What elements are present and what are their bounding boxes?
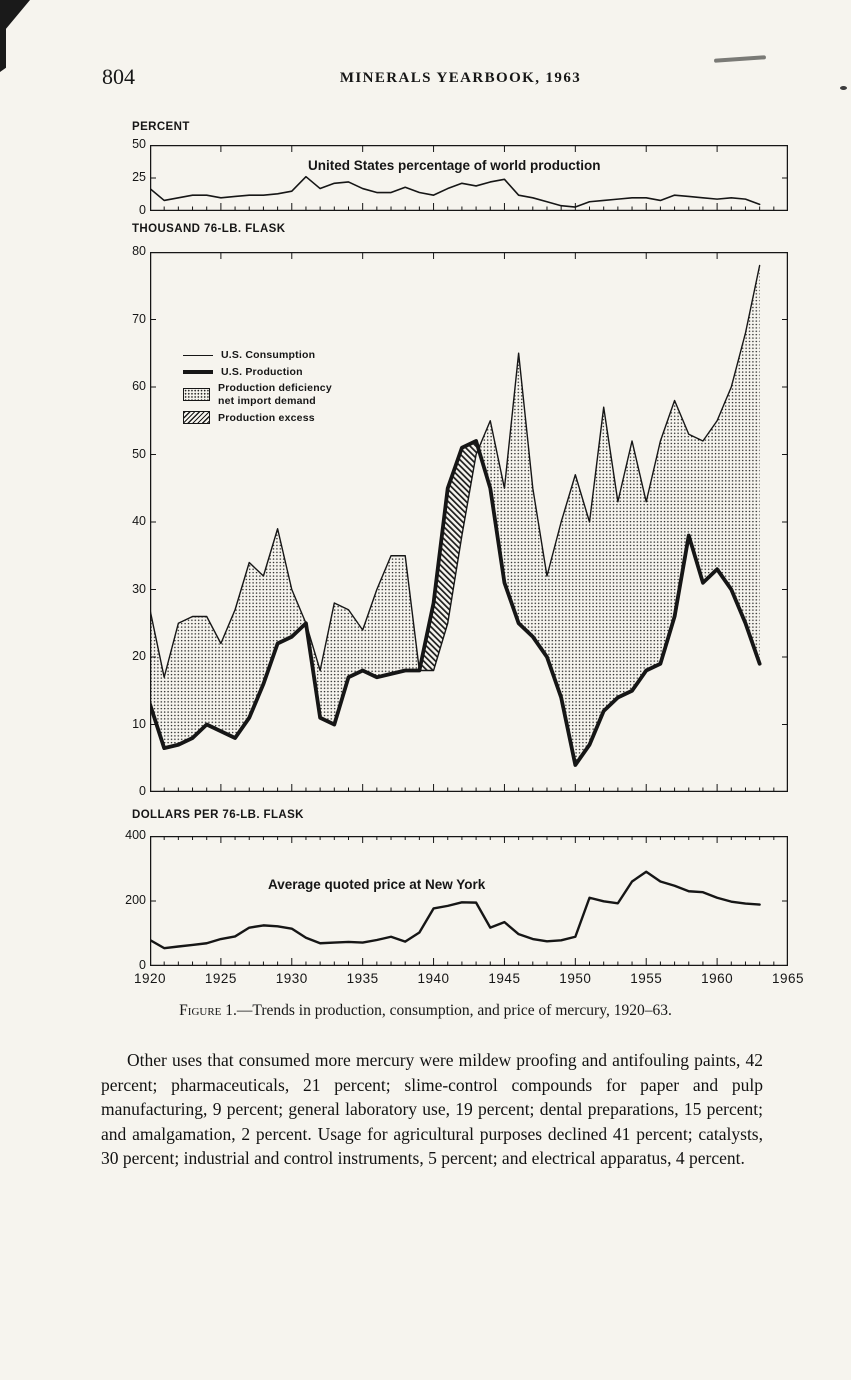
y-axis-label: 20 — [132, 649, 146, 663]
us-world-share-line — [150, 175, 761, 208]
legend-item-excess: Production excess — [183, 411, 383, 425]
x-axis-label: 1965 — [771, 971, 805, 986]
y-axis-caption-dollars: DOLLARS PER 76-LB. FLASK — [132, 809, 304, 821]
legend-label-excess: Production excess — [218, 411, 315, 424]
x-axis-label: 1960 — [701, 971, 734, 986]
figure-caption: Figure 1.—Trends in production, consumpt… — [0, 1002, 851, 1020]
y-axis-label: 50 — [132, 137, 146, 151]
legend-item-production: U.S. Production — [183, 366, 383, 379]
y-axis-label: 200 — [125, 893, 146, 907]
y-axis-caption-percent: PERCENT — [132, 121, 190, 133]
y-axis-labels: 0 25 50 0 10 20 30 40 50 60 70 80 0 200 400 — [92, 0, 146, 1380]
scan-artifact — [0, 21, 6, 72]
x-axis-label: 1925 — [204, 971, 237, 986]
scan-artifact — [840, 86, 847, 90]
price-chart-title: Average quoted price at New York — [268, 877, 486, 892]
x-axis-label: 1945 — [488, 971, 521, 986]
x-axis-label: 1940 — [417, 971, 450, 986]
legend-label-deficiency: Production deficiency net import demand — [218, 382, 332, 407]
production-line — [150, 439, 762, 767]
y-axis-caption-flasks: THOUSAND 76-LB. FLASK — [132, 223, 286, 235]
y-axis-label: 30 — [132, 581, 146, 596]
y-axis-label: 10 — [132, 716, 146, 731]
deficiency-area — [478, 265, 760, 765]
y-axis-label: 0 — [139, 784, 146, 798]
figure-caption-text: —Trends in production, consumption, and … — [236, 1002, 672, 1019]
page-number: 804 — [102, 64, 135, 89]
legend-label-consumption: U.S. Consumption — [221, 349, 316, 361]
hatched-area-swatch — [183, 411, 210, 425]
y-axis-label: 25 — [132, 170, 146, 184]
scan-artifact — [713, 55, 767, 63]
header-title: MINERALS YEARBOOK, 1963 — [339, 70, 582, 86]
y-axis-label: 80 — [132, 244, 146, 258]
production-consumption-chart — [150, 252, 788, 792]
excess-area — [419, 441, 479, 671]
x-axis-label: 1930 — [275, 971, 308, 986]
thick-line-swatch — [183, 369, 213, 374]
thin-line-swatch — [183, 354, 213, 356]
y-axis-label: 50 — [132, 446, 146, 461]
consumption-line — [150, 264, 761, 678]
legend: U.S. Consumption U.S. Production Product… — [183, 349, 383, 428]
dotted-area-swatch — [183, 388, 210, 402]
y-axis-label: 70 — [132, 311, 146, 326]
legend-label-deficiency-line2: net import demand — [218, 394, 316, 407]
y-axis-label: 0 — [139, 203, 146, 217]
y-axis-label: 40 — [132, 514, 146, 528]
world-share-chart-title: United States percentage of world produc… — [308, 158, 601, 173]
x-axis-label: 1935 — [346, 971, 379, 986]
x-axis-label: 1950 — [559, 971, 592, 986]
price-line — [150, 870, 761, 950]
legend-item-deficiency: Production deficiency net import demand — [183, 382, 383, 407]
y-axis-label: 400 — [125, 828, 146, 842]
x-axis-label: 1920 — [133, 971, 167, 986]
x-axis-label: 1955 — [630, 971, 663, 986]
legend-label-deficiency-line1: Production deficiency — [218, 382, 332, 395]
legend-label-production: U.S. Production — [221, 365, 303, 378]
y-axis-label: 60 — [132, 379, 146, 393]
world-share-chart — [150, 145, 788, 211]
figure-caption-prefix: Figure 1. — [179, 1002, 237, 1019]
price-chart — [150, 836, 788, 966]
y-axis-label: 0 — [139, 958, 146, 972]
body-paragraph: Other uses that consumed more mercury we… — [101, 1050, 763, 1168]
x-axis-labels: 1920 1925 1930 1935 1940 1945 1950 1955 1960 1965 — [0, 971, 851, 991]
legend-item-consumption: U.S. Consumption — [183, 349, 383, 362]
